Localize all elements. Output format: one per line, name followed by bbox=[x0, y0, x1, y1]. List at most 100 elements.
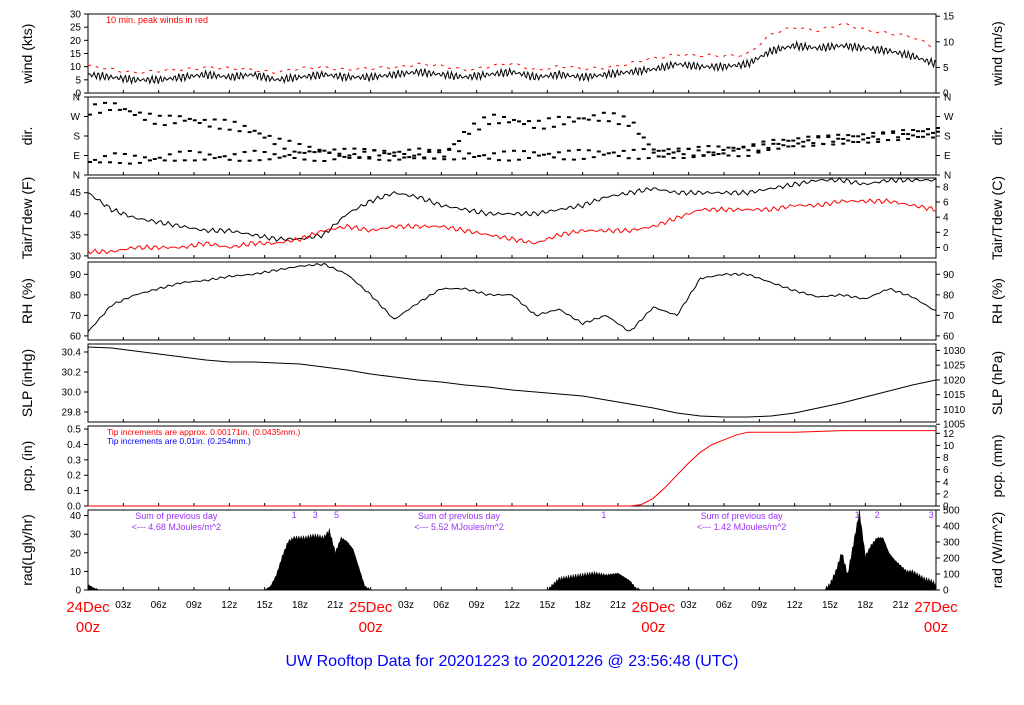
direction-point bbox=[896, 136, 901, 139]
radiation-marker: 5 bbox=[334, 510, 339, 520]
left-tick-label: 30.4 bbox=[62, 348, 82, 359]
radiation-marker: 3 bbox=[929, 510, 934, 520]
right-tick-label: 5 bbox=[943, 63, 949, 74]
direction-point bbox=[816, 136, 821, 139]
direction-point bbox=[117, 162, 122, 164]
direction-point bbox=[88, 161, 92, 163]
direction-point bbox=[157, 114, 162, 117]
radiation-marker: 1 bbox=[292, 510, 297, 520]
direction-point bbox=[217, 156, 222, 159]
day-label-date: 24Dec bbox=[66, 599, 110, 616]
direction-point bbox=[746, 149, 751, 152]
direction-point bbox=[122, 153, 127, 155]
direction-point bbox=[412, 157, 417, 160]
direction-point bbox=[631, 148, 636, 151]
direction-point bbox=[382, 149, 387, 152]
direction-point bbox=[726, 154, 731, 157]
direction-point bbox=[172, 159, 177, 162]
direction-point bbox=[536, 119, 541, 122]
direction-point bbox=[826, 136, 831, 138]
direction-point bbox=[621, 149, 626, 152]
day-label-date: 25Dec bbox=[349, 599, 393, 616]
direction-point bbox=[317, 150, 322, 153]
direction-point bbox=[546, 152, 551, 155]
direction-point bbox=[676, 147, 681, 150]
direction-point bbox=[142, 118, 147, 121]
direction-point bbox=[671, 151, 676, 154]
direction-point bbox=[801, 140, 806, 143]
direction-point bbox=[397, 158, 402, 161]
ylabel-left: SLP (inHg) bbox=[19, 349, 35, 417]
direction-point bbox=[217, 127, 222, 130]
direction-point bbox=[522, 123, 526, 126]
direction-point bbox=[626, 124, 631, 127]
day-sum-value: <--- 5.52 MJoules/m^2 bbox=[414, 522, 504, 532]
direction-point bbox=[831, 143, 836, 146]
time-tick-label: 15z bbox=[257, 600, 273, 611]
direction-point bbox=[901, 129, 906, 132]
direction-point bbox=[512, 149, 516, 152]
left-tick-label: 35 bbox=[70, 230, 82, 241]
day-label-time: 00z bbox=[641, 619, 665, 636]
direction-point bbox=[836, 133, 841, 136]
panel-rh: RH (%) RH (%) 60 70 80 90 60 70 80 90 bbox=[19, 261, 1005, 342]
direction-point bbox=[532, 151, 536, 154]
direction-point bbox=[197, 151, 202, 154]
direction-point bbox=[536, 154, 541, 157]
ylabel-left: rad(Lgly/hr) bbox=[19, 514, 35, 586]
day-label-time: 00z bbox=[76, 619, 100, 636]
direction-point bbox=[407, 148, 412, 151]
right-tick-label: W bbox=[944, 112, 954, 123]
direction-point bbox=[621, 115, 626, 118]
direction-point bbox=[527, 157, 531, 159]
direction-point bbox=[731, 149, 736, 152]
direction-point bbox=[696, 149, 701, 152]
right-tick-label: 200 bbox=[943, 554, 960, 565]
direction-point bbox=[367, 157, 372, 160]
direction-point bbox=[412, 154, 417, 157]
right-tick-label: 6 bbox=[943, 465, 949, 476]
direction-point bbox=[851, 141, 856, 143]
direction-point bbox=[307, 145, 312, 148]
day-sum-label: Sum of previous day bbox=[135, 511, 218, 521]
left-tick-label: S bbox=[73, 132, 80, 143]
direction-point bbox=[731, 146, 736, 149]
direction-point bbox=[591, 114, 596, 117]
left-tick-label: 0.4 bbox=[67, 440, 81, 451]
direction-point bbox=[402, 156, 407, 159]
panel-pcp: pcp. (in) pcp. (mm) 0.0 0.1 0.2 0.3 0.4 0.5 0 246… bbox=[19, 425, 1005, 513]
direction-point bbox=[576, 148, 581, 151]
time-tick-label: 03z bbox=[115, 600, 131, 611]
day-sum-label: Sum of previous day bbox=[418, 511, 501, 521]
direction-point bbox=[532, 126, 536, 129]
direction-point bbox=[701, 154, 706, 157]
direction-point bbox=[157, 156, 162, 159]
direction-point bbox=[651, 151, 656, 154]
footer-title: UW Rooftop Data for 20201223 to 20201226… bbox=[286, 653, 739, 670]
direction-point bbox=[541, 127, 546, 130]
direction-point bbox=[921, 135, 925, 138]
direction-point bbox=[382, 152, 387, 155]
day-label-time: 00z bbox=[924, 619, 948, 636]
direction-point bbox=[556, 151, 561, 154]
direction-point bbox=[297, 143, 302, 145]
direction-point bbox=[162, 124, 167, 127]
direction-point bbox=[93, 103, 97, 106]
direction-point bbox=[576, 117, 581, 120]
right-tick-label: N bbox=[944, 171, 951, 182]
direction-point bbox=[427, 148, 432, 151]
direction-point bbox=[142, 156, 147, 159]
direction-point bbox=[706, 151, 711, 154]
direction-point bbox=[482, 116, 487, 119]
direction-point bbox=[88, 113, 92, 116]
right-tick-label: 15 bbox=[943, 12, 955, 23]
direction-point bbox=[811, 144, 816, 147]
time-tick-label: 12z bbox=[787, 600, 803, 611]
direction-point bbox=[891, 131, 896, 134]
direction-point bbox=[212, 157, 217, 160]
direction-point bbox=[397, 150, 402, 153]
direction-point bbox=[132, 114, 137, 116]
direction-point bbox=[821, 142, 826, 145]
direction-point bbox=[901, 133, 906, 135]
direction-point bbox=[232, 153, 237, 156]
